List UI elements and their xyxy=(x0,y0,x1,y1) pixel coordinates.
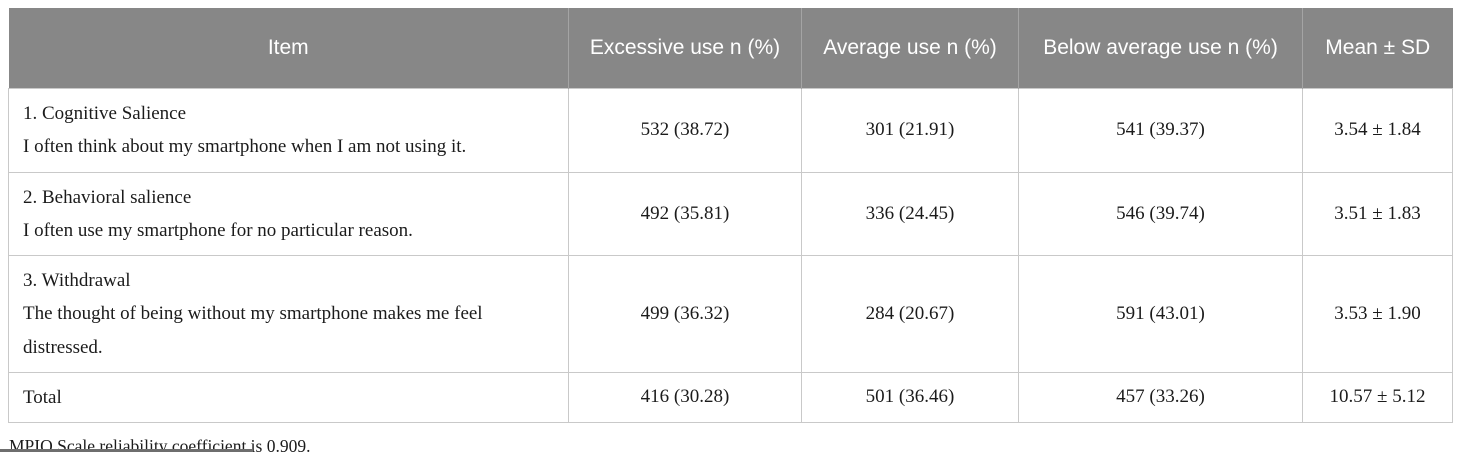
mpiq-results-table: Item Excessive use n (%) Average use n (… xyxy=(8,8,1453,424)
item-cell: Total xyxy=(8,371,569,424)
mean-sd-value: 3.51 ± 1.83 xyxy=(1302,171,1453,256)
item-description: I often think about my smartphone when I… xyxy=(23,136,467,157)
below-average-use-value: 541 (39.37) xyxy=(1018,87,1303,173)
table-footnotes: MPIQ Scale reliability coefficient is 0.… xyxy=(8,432,1452,452)
item-cell: 1. Cognitive Salience I often think abou… xyxy=(8,87,569,173)
average-use-value: 284 (20.67) xyxy=(801,255,1019,373)
average-use-value: 501 (36.46) xyxy=(801,371,1019,424)
excessive-use-value: 532 (38.72) xyxy=(568,87,802,173)
table-row: 2. Behavioral salience I often use my sm… xyxy=(8,171,1453,256)
mean-sd-value: 10.57 ± 5.12 xyxy=(1302,371,1453,424)
item-cell: 2. Behavioral salience I often use my sm… xyxy=(8,171,569,256)
excessive-use-value: 499 (36.32) xyxy=(568,255,802,373)
column-header-item: Item xyxy=(8,8,569,88)
column-header-below-average-use: Below average use n (%) xyxy=(1018,8,1303,88)
cutoff-gray-bar xyxy=(0,449,253,452)
item-title: 2. Behavioral salience xyxy=(23,186,192,208)
item-title: Total xyxy=(23,386,62,408)
mean-sd-value: 3.54 ± 1.84 xyxy=(1302,87,1453,173)
column-header-excessive-use: Excessive use n (%) xyxy=(568,8,802,88)
footnote-reliability: MPIQ Scale reliability coefficient is 0.… xyxy=(9,436,311,452)
mean-sd-value: 3.53 ± 1.90 xyxy=(1302,255,1453,373)
below-average-use-value: 591 (43.01) xyxy=(1018,255,1303,373)
below-average-use-value: 546 (39.74) xyxy=(1018,171,1303,256)
table-row-total: Total 416 (30.28) 501 (36.46) 457 (33.26… xyxy=(8,371,1453,424)
column-header-mean-sd: Mean ± SD xyxy=(1302,8,1453,88)
average-use-value: 301 (21.91) xyxy=(801,87,1019,173)
below-average-use-value: 457 (33.26) xyxy=(1018,371,1303,424)
item-description: The thought of being without my smartpho… xyxy=(23,303,483,358)
column-header-average-use: Average use n (%) xyxy=(801,8,1019,88)
item-cell: 3. Withdrawal The thought of being witho… xyxy=(8,255,569,373)
table-row: 1. Cognitive Salience I often think abou… xyxy=(8,87,1453,173)
item-description: I often use my smartphone for no particu… xyxy=(23,219,413,241)
item-title: 3. Withdrawal xyxy=(23,270,131,291)
item-title: 1. Cognitive Salience xyxy=(23,102,187,124)
excessive-use-value: 492 (35.81) xyxy=(568,171,802,256)
excessive-use-value: 416 (30.28) xyxy=(568,371,802,424)
table-header: Item Excessive use n (%) Average use n (… xyxy=(8,8,1453,88)
average-use-value: 336 (24.45) xyxy=(801,171,1019,256)
table-row: 3. Withdrawal The thought of being witho… xyxy=(8,255,1453,373)
